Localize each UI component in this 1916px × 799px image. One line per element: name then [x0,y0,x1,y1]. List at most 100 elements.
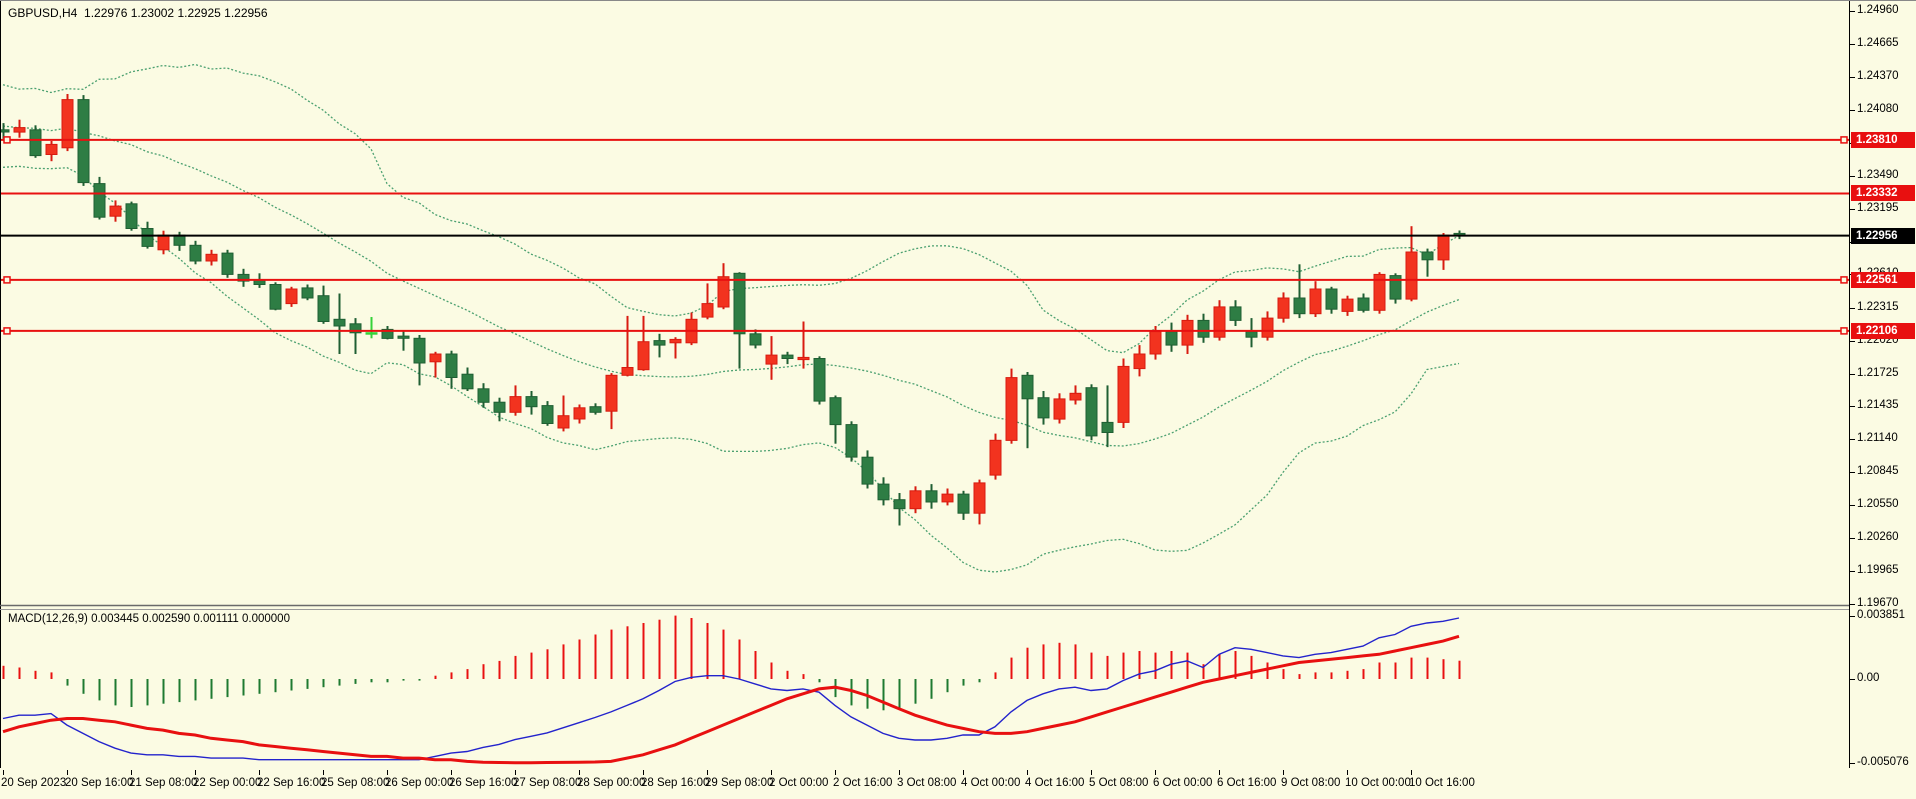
time-label: 29 Sep 08:00 [705,777,774,789]
axis-tick [1850,762,1855,764]
candle-body [413,337,426,364]
candle [1037,391,1050,425]
candle [93,176,106,220]
axis-tick [1850,175,1855,177]
time-label: 6 Oct 00:00 [1153,777,1213,789]
candle-body [1229,306,1242,321]
time-label: 5 Oct 08:00 [1089,777,1149,789]
candle [701,283,714,320]
candle-body [1341,298,1354,312]
hline-drag-handle[interactable] [1840,327,1848,335]
time-tick [3,770,4,775]
axis-tick [1850,472,1855,474]
candle [1197,313,1210,343]
candle [765,336,778,380]
candle-body [45,143,58,155]
axis-tick [1850,11,1855,12]
axis-tick [1850,340,1855,342]
symbol-ohlc-readout: GBPUSD,H4 1.22976 1.23002 1.22925 1.2295… [8,6,268,20]
time-label: 20 Sep 2023 [1,777,67,789]
candle-body [173,234,186,246]
candle-body [765,354,778,365]
time-tick [1091,770,1092,775]
candle [1133,345,1146,377]
candle-body [333,318,346,327]
time-tick [131,770,132,775]
candle-body [1309,288,1322,315]
price-axis-border [1849,1,1850,768]
axis-tick [1850,604,1855,605]
candle [349,318,362,354]
axis-tick [1850,439,1855,441]
candle-body [1069,392,1082,401]
hline-drag-handle[interactable] [1840,276,1848,284]
candle-body [1357,297,1370,311]
candle-body [429,353,442,363]
candle [685,312,698,346]
time-tick [1027,770,1028,775]
time-tick [835,770,836,775]
candle [413,335,426,386]
candle [797,321,810,369]
time-tick [899,770,900,775]
candle-body [317,295,330,323]
price-axis[interactable]: 1.249601.246651.243701.240801.237851.234… [1849,1,1916,768]
candle [1325,286,1338,314]
time-tick [323,770,324,775]
axis-tick [1850,307,1855,309]
candle-body [1213,306,1226,338]
candle [189,240,202,265]
time-axis[interactable]: 20 Sep 2023 20 Sep 16:00 21 Sep 08:00 22 Se… [0,770,1916,799]
candle-body [1005,377,1018,441]
time-label: 28 Sep 00:00 [577,777,646,789]
candle [1069,385,1082,405]
macd-histogram [2,615,1461,711]
candle [29,125,42,158]
time-label: 4 Oct 00:00 [961,777,1021,789]
candle-body [845,424,858,458]
time-label: 10 Oct 16:00 [1409,777,1475,789]
time-label: 6 Oct 16:00 [1217,777,1277,789]
candle-body [77,99,90,184]
hline-drag-handle[interactable] [3,276,11,284]
candle [285,286,298,307]
candle-body [1037,397,1050,419]
bollinger-upper-band [2,63,1460,354]
candle-body [957,493,970,514]
time-label: 28 Sep 16:00 [641,777,710,789]
candle [365,317,378,339]
candle [957,490,970,520]
time-tick [579,770,580,775]
hline-drag-handle[interactable] [3,327,11,335]
time-label: 3 Oct 08:00 [897,777,957,789]
chart-plot-area[interactable] [0,1,1849,768]
candle-body [221,252,234,275]
candle-body [365,332,378,335]
candle [509,385,522,416]
candle-body [653,340,666,346]
candle [557,395,570,432]
candle [989,433,1002,480]
candle [877,477,890,506]
candle [61,94,74,152]
time-tick [1347,770,1348,775]
candle-body [1101,421,1114,433]
axis-tick [1850,537,1855,539]
candle [1053,393,1066,424]
time-label: 4 Oct 16:00 [1025,777,1085,789]
candle-body [237,273,250,282]
time-tick [707,770,708,775]
time-label: 9 Oct 08:00 [1281,777,1341,789]
candle-body [1277,297,1290,319]
time-tick [643,770,644,775]
hline-drag-handle[interactable] [1840,136,1848,144]
candle [1021,372,1034,449]
horizontal-lines[interactable] [0,136,1849,335]
candle [1437,233,1450,270]
candle-body [1053,398,1066,420]
candle [1005,368,1018,444]
candle [125,201,138,231]
hline-drag-handle[interactable] [3,136,11,144]
time-label: 27 Sep 08:00 [513,777,582,789]
candle-body [717,276,730,308]
